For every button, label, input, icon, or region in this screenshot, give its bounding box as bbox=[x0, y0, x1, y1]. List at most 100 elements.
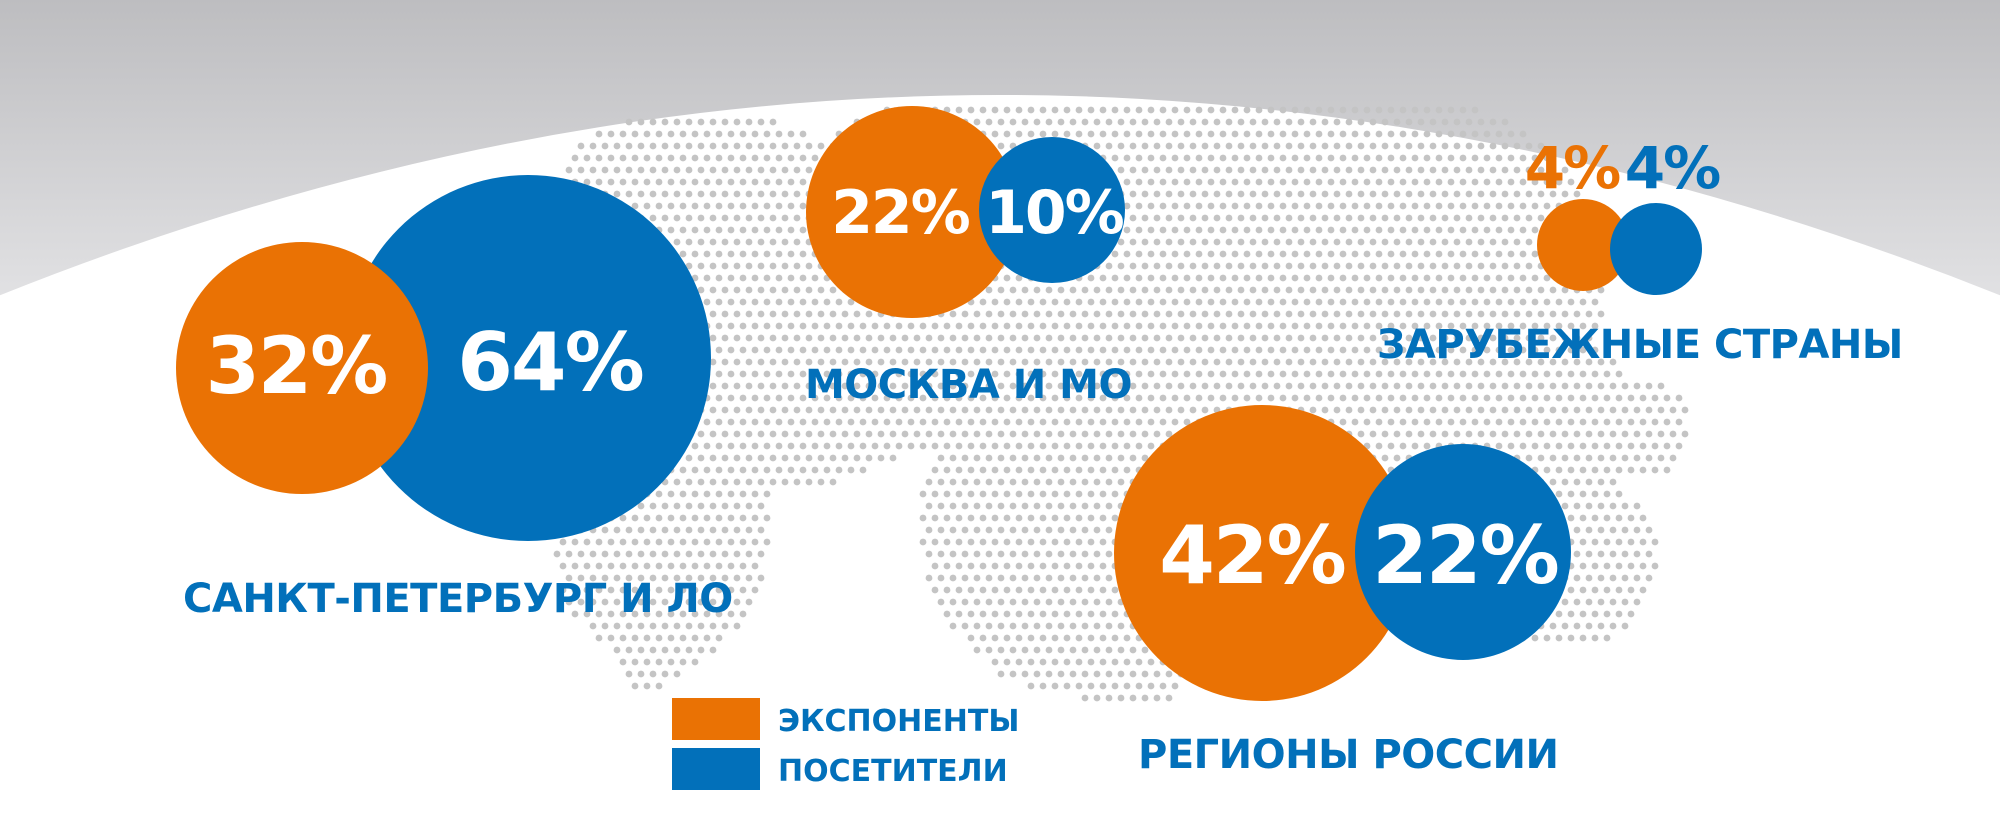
map-dot bbox=[1363, 178, 1371, 186]
map-dot bbox=[1567, 634, 1575, 642]
map-dot bbox=[895, 418, 903, 426]
map-dot bbox=[643, 514, 651, 522]
map-dot bbox=[1321, 238, 1329, 246]
map-dot bbox=[853, 334, 861, 342]
map-dot bbox=[613, 550, 621, 558]
map-dot bbox=[1087, 466, 1095, 474]
map-dot bbox=[1459, 370, 1467, 378]
map-dot bbox=[1291, 106, 1299, 114]
map-dot bbox=[985, 334, 993, 342]
map-dot bbox=[1357, 238, 1365, 246]
map-dot bbox=[1261, 310, 1269, 318]
map-dot bbox=[1465, 166, 1473, 174]
map-dot bbox=[1489, 142, 1497, 150]
map-dot bbox=[1393, 406, 1401, 414]
map-dot bbox=[697, 166, 705, 174]
map-dot bbox=[943, 322, 951, 330]
map-dot bbox=[1447, 226, 1455, 234]
map-dot bbox=[1417, 142, 1425, 150]
map-dot bbox=[1099, 322, 1107, 330]
map-dot bbox=[1417, 382, 1425, 390]
map-dot bbox=[907, 394, 915, 402]
map-dot bbox=[661, 214, 669, 222]
map-dot bbox=[1369, 430, 1377, 438]
map-dot bbox=[1501, 334, 1509, 342]
map-dot bbox=[775, 202, 783, 210]
map-dot bbox=[1153, 334, 1161, 342]
map-dot bbox=[1465, 334, 1473, 342]
map-dot bbox=[907, 346, 915, 354]
map-dot bbox=[1099, 634, 1107, 642]
map-dot bbox=[1063, 418, 1071, 426]
map-dot bbox=[1249, 118, 1257, 126]
map-dot bbox=[1063, 346, 1071, 354]
map-dot bbox=[1177, 286, 1185, 294]
map-dot bbox=[973, 454, 981, 462]
map-dot bbox=[1195, 106, 1203, 114]
map-dot bbox=[967, 442, 975, 450]
map-dot bbox=[1507, 346, 1515, 354]
map-dot bbox=[1033, 454, 1041, 462]
map-dot bbox=[823, 322, 831, 330]
map-dot bbox=[745, 142, 753, 150]
map-dot bbox=[1075, 322, 1083, 330]
map-dot bbox=[757, 238, 765, 246]
map-dot bbox=[1111, 298, 1119, 306]
map-dot bbox=[1003, 610, 1011, 618]
map-dot bbox=[1123, 322, 1131, 330]
map-dot bbox=[733, 262, 741, 270]
map-dot bbox=[1537, 190, 1545, 198]
map-dot bbox=[1243, 130, 1251, 138]
map-dot bbox=[901, 382, 909, 390]
map-dot bbox=[1651, 394, 1659, 402]
map-dot bbox=[1117, 310, 1125, 318]
map-dot bbox=[1333, 358, 1341, 366]
map-dot bbox=[1063, 610, 1071, 618]
map-dot bbox=[1075, 298, 1083, 306]
map-dot bbox=[655, 682, 663, 690]
map-dot bbox=[1363, 346, 1371, 354]
map-dot bbox=[865, 310, 873, 318]
map-dot bbox=[1561, 286, 1569, 294]
map-dot bbox=[1405, 166, 1413, 174]
map-dot bbox=[733, 358, 741, 366]
map-dot bbox=[1045, 574, 1053, 582]
map-dot bbox=[1393, 190, 1401, 198]
map-dot bbox=[661, 550, 669, 558]
map-dot bbox=[1321, 166, 1329, 174]
map-dot bbox=[1135, 682, 1143, 690]
map-dot bbox=[1393, 310, 1401, 318]
map-dot bbox=[1585, 526, 1593, 534]
map-dot bbox=[799, 322, 807, 330]
map-dot bbox=[1399, 322, 1407, 330]
map-dot bbox=[1171, 682, 1179, 690]
map-dot bbox=[715, 322, 723, 330]
map-dot bbox=[973, 574, 981, 582]
map-dot bbox=[625, 118, 633, 126]
map-dot bbox=[1603, 538, 1611, 546]
map-dot bbox=[1459, 274, 1467, 282]
map-dot bbox=[1387, 442, 1395, 450]
map-dot bbox=[871, 346, 879, 354]
map-dot bbox=[1363, 298, 1371, 306]
map-dot bbox=[703, 514, 711, 522]
map-dot bbox=[1483, 322, 1491, 330]
map-dot bbox=[691, 514, 699, 522]
map-dot bbox=[1615, 562, 1623, 570]
map-dot bbox=[793, 142, 801, 150]
map-dot bbox=[805, 310, 813, 318]
map-dot bbox=[1279, 226, 1287, 234]
map-dot bbox=[1441, 190, 1449, 198]
map-dot bbox=[697, 142, 705, 150]
map-dot bbox=[1489, 430, 1497, 438]
map-dot bbox=[1105, 646, 1113, 654]
map-dot bbox=[1111, 514, 1119, 522]
map-dot bbox=[1153, 238, 1161, 246]
map-dot bbox=[1039, 610, 1047, 618]
map-dot bbox=[1591, 466, 1599, 474]
map-dot bbox=[1441, 166, 1449, 174]
map-dot bbox=[1003, 658, 1011, 666]
map-dot bbox=[817, 142, 825, 150]
map-dot bbox=[937, 478, 945, 486]
map-dot bbox=[763, 394, 771, 402]
